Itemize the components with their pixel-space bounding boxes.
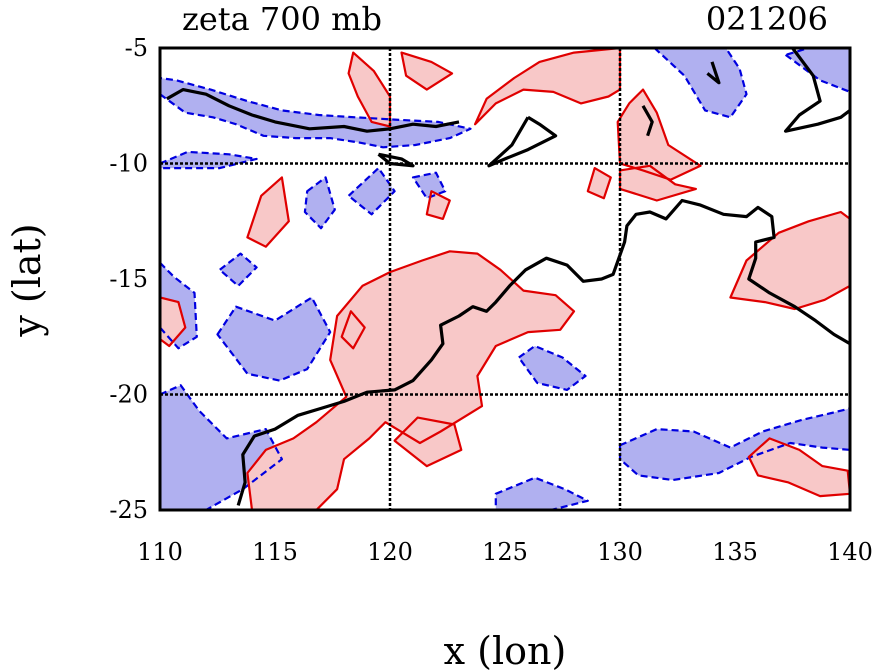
y-axis-label: y (lat) xyxy=(5,223,49,337)
negative-region-fill xyxy=(413,172,446,199)
negative-contour xyxy=(160,150,258,170)
positive-contour xyxy=(586,167,612,200)
positive-contour xyxy=(246,176,290,248)
negative-region-fill xyxy=(304,177,335,229)
positive-contour xyxy=(729,210,850,311)
negative-region-fill xyxy=(654,48,747,118)
y-tick-label: -10 xyxy=(109,150,148,178)
negative-contour xyxy=(653,48,748,119)
negative-contour xyxy=(160,261,198,350)
positive-region-fill xyxy=(247,177,289,247)
x-tick-label: 135 xyxy=(712,538,758,566)
negative-contour xyxy=(618,407,850,482)
positive-region-fill xyxy=(348,52,390,127)
chart-title: zeta 700 mb xyxy=(182,0,382,38)
x-tick-label: 130 xyxy=(597,538,643,566)
negative-contour xyxy=(411,171,447,200)
negative-region-fill xyxy=(620,408,850,480)
x-tick-label: 115 xyxy=(252,538,298,566)
y-tick-label: -5 xyxy=(125,34,148,62)
coastline xyxy=(236,198,850,506)
negative-contour xyxy=(216,296,332,382)
x-tick-label: 140 xyxy=(827,538,873,566)
positive-region-fill xyxy=(620,165,696,201)
negative-contour xyxy=(160,76,472,149)
positive-region-fill xyxy=(341,311,365,349)
positive-region-fill xyxy=(401,52,453,90)
y-tick-label: -25 xyxy=(109,496,148,524)
coastline xyxy=(706,61,721,85)
negative-region-fill xyxy=(785,48,850,92)
coastline-layer xyxy=(166,48,850,506)
negative-contour xyxy=(517,344,587,391)
date-label: 021206 xyxy=(706,0,828,38)
x-tick-label: 125 xyxy=(482,538,528,566)
positive-region-fill xyxy=(730,212,850,309)
positive-region-fill xyxy=(617,89,701,180)
contour-fill-layer xyxy=(160,48,850,510)
positive-region-fill xyxy=(748,438,850,497)
y-tick-label: -15 xyxy=(109,265,148,293)
coastline xyxy=(641,105,654,137)
negative-region-fill xyxy=(160,78,471,148)
negative-contour xyxy=(160,384,283,510)
negative-region-fill xyxy=(495,477,588,510)
tick-layer: 110 115 120 125 130 135 140 -5 -10 -15 -20 -25 xyxy=(109,34,873,566)
positive-contour xyxy=(340,310,366,350)
positive-region-fill xyxy=(475,48,620,125)
x-tick-label: 110 xyxy=(137,538,183,566)
negative-region-fill xyxy=(160,151,257,169)
negative-region-fill xyxy=(348,168,395,215)
negative-contour xyxy=(494,476,589,510)
x-tick-label: 120 xyxy=(367,538,413,566)
positive-contour xyxy=(160,296,187,348)
negative-contour xyxy=(303,176,336,230)
coastline xyxy=(377,152,415,168)
negative-region-fill xyxy=(219,253,257,286)
positive-contour xyxy=(393,416,463,468)
positive-contour xyxy=(400,51,454,91)
negative-contour xyxy=(218,252,258,287)
coastline xyxy=(166,87,460,133)
positive-contour xyxy=(425,190,451,220)
negative-contour xyxy=(347,167,396,216)
positive-contour xyxy=(616,88,702,181)
negative-region-fill xyxy=(217,297,331,381)
grid-layer xyxy=(160,48,850,510)
coastline xyxy=(487,115,558,168)
plot-frame xyxy=(158,46,852,512)
positive-contour xyxy=(347,51,392,128)
y-tick-label: -20 xyxy=(109,381,148,409)
x-axis-label: x (lon) xyxy=(444,629,567,672)
coastline xyxy=(783,48,850,133)
